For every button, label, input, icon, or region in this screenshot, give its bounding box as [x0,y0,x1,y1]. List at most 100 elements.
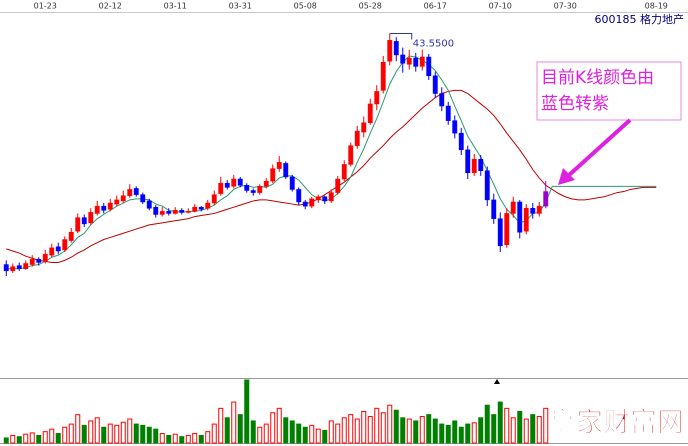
candle-body [491,199,497,219]
candle-body [400,54,406,64]
volume-bar [192,433,198,444]
candle-body [146,200,152,209]
volume-bar [172,433,178,444]
candle-body [101,205,107,211]
candle-body [237,178,243,186]
x-tick-label: 02-12 [99,2,122,11]
volume-bar [29,432,35,444]
candle-body [198,206,204,210]
candle-body [211,194,217,204]
volume-bar [452,420,458,444]
x-tick-label: 07-30 [554,2,577,11]
candle-body [257,186,263,193]
volume-bar [335,423,341,444]
candle-body [23,263,29,269]
volume-bar [49,428,55,444]
candle-body [276,162,282,169]
candle-body [517,201,523,233]
x-tick-label: 06-17 [424,2,447,11]
volume-bar [465,423,471,444]
volume-bar [211,423,217,444]
candle-body [36,259,42,263]
annotation-arrow [566,118,632,178]
volume-bar [439,423,445,444]
candle-body [185,211,191,213]
volume-bar [387,404,393,444]
volume-bar [140,424,146,444]
volume-bar [536,416,542,444]
volume-bar [406,418,412,444]
volume-bar [133,423,139,444]
volume-bar [315,428,321,444]
candle-body [244,185,250,191]
candle-body [10,266,16,272]
candle-body [530,207,536,214]
volume-bar [75,414,81,444]
candle-body [393,41,399,56]
volume-marker [494,379,500,384]
candle-body [3,264,9,272]
volume-bar [62,426,68,444]
candle-body [374,91,380,105]
volume-bar [146,426,152,444]
volume-bar [16,436,22,444]
candle-body [322,196,328,202]
volume-bar [3,437,9,444]
volume-bar [354,418,360,444]
candle-body [172,210,178,214]
candle-body [159,211,165,215]
candle-body [224,182,230,188]
x-tick-label: 03-11 [164,2,187,11]
volume-bar [257,426,263,444]
volume-bar [413,420,419,444]
candle-body [75,217,81,232]
candle-body [484,170,490,201]
annotation-box [536,61,682,121]
candle-body [107,202,113,210]
candle-body [465,149,471,174]
volume-bar [361,411,367,444]
candle-body [471,158,477,174]
volume-bar [120,421,126,444]
volume-bar [36,434,42,444]
candle-body [250,190,256,193]
volume-bar [510,417,516,444]
candle-body [315,196,321,201]
max-label: 43.5500 [413,39,454,50]
volume-bar [237,414,243,444]
candle-body [166,211,172,214]
candle-body [341,164,347,180]
volume-bar [374,407,380,444]
candle-body [68,231,74,241]
x-tick-label: 05-08 [294,2,317,11]
annotation-arrowhead [558,168,575,185]
volume-bar [517,411,523,444]
volume-bar [101,426,107,444]
watermark: 赢家财富网 [549,407,684,439]
x-tick-label: 08-19 [645,2,668,11]
volume-bar [23,433,29,444]
volume-bar [159,433,165,444]
volume-bar [81,424,87,444]
candle-body [192,206,198,212]
volume-bar [497,401,503,444]
candle-body [328,192,334,202]
candle-body [179,210,185,213]
volume-bar [218,407,224,444]
volume-bar [419,416,425,444]
volume-bar [42,431,48,444]
volume-bar [478,417,484,444]
volume-bar [302,426,308,444]
candle-body [510,201,516,214]
candle-body [81,217,87,225]
candle-body [55,246,61,252]
candle-body [432,75,438,94]
volume-bar [530,414,536,444]
candle-body [114,199,120,205]
volume-bar [523,418,529,444]
stock-title: 600185 格力地产 [595,12,685,26]
candle-body [426,56,432,77]
candle-body [523,207,529,232]
volume-bar [296,423,302,444]
